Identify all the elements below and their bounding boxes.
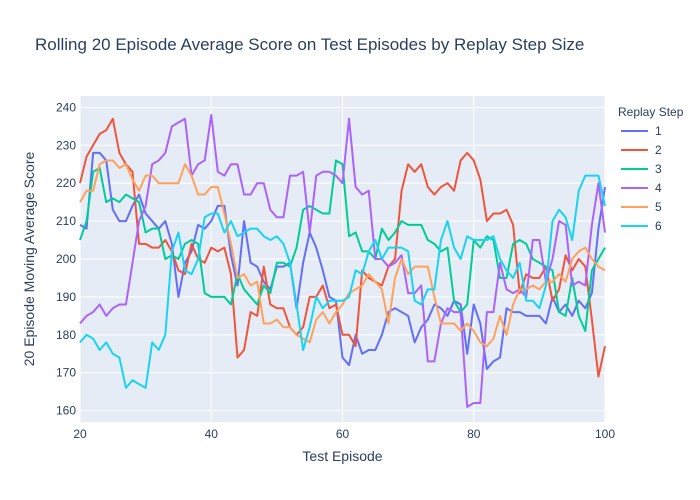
series-line-4	[79, 113, 606, 408]
legend-label: 1	[655, 124, 662, 138]
y-tick-label: 190	[56, 290, 76, 304]
legend-item-5[interactable]: 5	[621, 200, 662, 214]
grid-lines	[79, 96, 606, 422]
y-tick-label: 180	[56, 328, 76, 342]
series-lines	[79, 113, 606, 408]
legend[interactable]: Replay Step 1 2 3 4 5 6	[618, 105, 684, 233]
y-tick-label: 210	[56, 214, 76, 228]
series-line-6	[79, 174, 606, 389]
y-axis-title: 20 Episode Moving Average Score	[21, 152, 37, 367]
x-axis-title: Test Episode	[302, 448, 382, 464]
x-tick-label: 40	[205, 427, 219, 441]
series-line-1	[79, 151, 606, 370]
legend-title: Replay Step	[618, 105, 684, 119]
x-tick-label: 100	[595, 427, 615, 441]
legend-label: 2	[655, 143, 662, 157]
y-axis-ticks: 160 170 180 190 200 210 220 230 240	[56, 100, 76, 417]
legend-label: 6	[655, 219, 662, 233]
chart-title: Rolling 20 Episode Average Score on Test…	[35, 35, 584, 54]
y-tick-label: 160	[56, 404, 76, 418]
y-tick-label: 220	[56, 176, 76, 190]
series-line-5	[79, 159, 606, 348]
x-axis-ticks: 20 40 60 80 100	[73, 427, 615, 441]
y-tick-label: 170	[56, 366, 76, 380]
x-tick-label: 60	[336, 427, 350, 441]
legend-item-4[interactable]: 4	[621, 181, 662, 195]
legend-label: 5	[655, 200, 662, 214]
series-line-2	[79, 117, 606, 378]
x-tick-label: 20	[73, 427, 87, 441]
y-tick-label: 240	[56, 100, 76, 114]
y-tick-label: 230	[56, 138, 76, 152]
series-line-3	[79, 159, 606, 333]
legend-item-1[interactable]: 1	[621, 124, 662, 138]
y-tick-label: 200	[56, 252, 76, 266]
legend-label: 4	[655, 181, 662, 195]
x-tick-label: 80	[467, 427, 481, 441]
legend-label: 3	[655, 162, 662, 176]
legend-item-6[interactable]: 6	[621, 219, 662, 233]
legend-item-3[interactable]: 3	[621, 162, 662, 176]
legend-item-2[interactable]: 2	[621, 143, 662, 157]
